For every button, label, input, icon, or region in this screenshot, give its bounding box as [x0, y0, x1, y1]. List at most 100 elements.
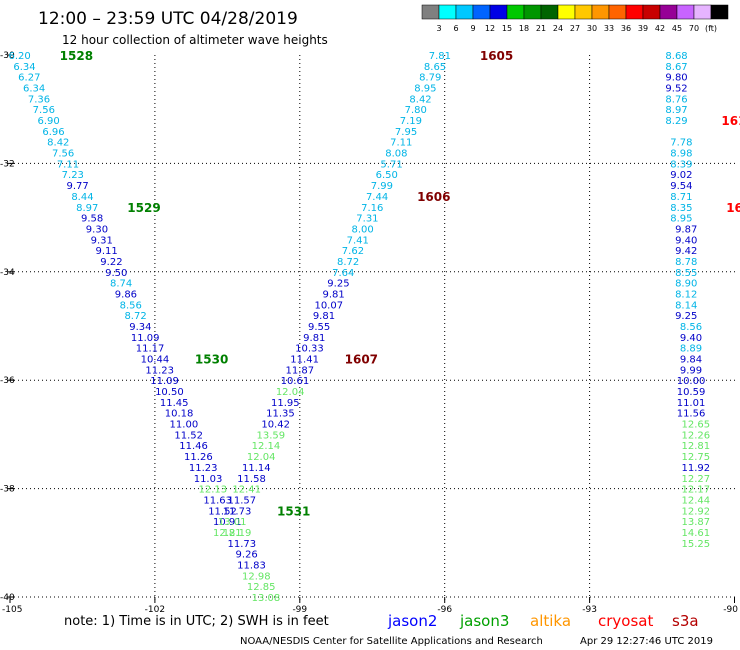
swh-value-label: 8.90 — [675, 279, 697, 290]
y-tick-label: -40 — [0, 593, 15, 603]
y-tick-label: -34 — [0, 268, 15, 278]
swh-value-label: 11.03 — [194, 474, 223, 485]
swh-value-label: 8.72 — [337, 257, 359, 268]
swh-value-label: 10.07 — [314, 300, 343, 311]
swh-value-label: 8.12 — [675, 289, 697, 300]
swh-value-label: 9.77 — [66, 181, 88, 192]
legend-jason3: jason3 — [459, 612, 509, 630]
swh-value-label: 9.25 — [675, 311, 697, 322]
swh-value-label: 8.97 — [665, 105, 687, 116]
swh-value-label: 12.65 — [682, 420, 711, 431]
swh-value-label: 11.35 — [266, 409, 295, 420]
pass-time-label: 1530 — [195, 353, 228, 367]
swh-value-label: 6.34 — [13, 62, 35, 73]
swh-value-label: 9.40 — [675, 235, 697, 246]
swh-value-label: 8.08 — [385, 149, 407, 160]
pass-time-label: 1615 — [726, 201, 740, 215]
swh-value-label: 8.35 — [670, 203, 692, 214]
swh-value-label: 11.56 — [677, 409, 706, 420]
footer-note: note: 1) Time is in UTC; 2) SWH is in fe… — [64, 614, 329, 629]
swh-value-label: 7.36 — [28, 94, 50, 105]
swh-value-label: 12.27 — [682, 474, 711, 485]
swh-value-label: 11.46 — [179, 441, 208, 452]
swh-value-label: 15.25 — [682, 539, 711, 550]
swh-value-label: 11.52 — [208, 506, 237, 517]
y-tick-label: -36 — [0, 376, 15, 386]
swh-value-label: 8.68 — [665, 51, 687, 62]
legend-s3a: s3a — [672, 612, 699, 630]
swh-value-label: 6.27 — [18, 73, 40, 84]
pass-time-label: 1615 — [721, 114, 740, 128]
swh-value-label: 12.44 — [682, 495, 711, 506]
swh-value-label: 9.50 — [105, 268, 127, 279]
swh-value-label: 8.42 — [409, 94, 431, 105]
swh-value-label: 7.62 — [342, 246, 364, 257]
swh-value-label: 9.26 — [236, 550, 258, 561]
swh-value-label: 6.50 — [376, 170, 398, 181]
swh-value-label: 8.65 — [424, 62, 446, 73]
swh-value-label: 11.52 — [174, 430, 203, 441]
swh-value-label: 6.90 — [38, 116, 60, 127]
swh-value-label: 12.81 — [682, 441, 711, 452]
scale-swatch — [625, 4, 644, 20]
swh-value-label: 7.80 — [405, 105, 427, 116]
swh-value-label: 11.58 — [237, 474, 266, 485]
swh-value-label: 9.25 — [327, 279, 349, 290]
swh-value-label: 7.78 — [670, 138, 692, 149]
swh-value-label: 8.89 — [680, 344, 702, 355]
swh-value-label: 8.95 — [670, 214, 692, 225]
swh-value-label: 13.08 — [252, 593, 281, 604]
scale-swatch — [574, 4, 593, 20]
pass-time-label: 1606 — [417, 190, 450, 204]
scale-swatch — [642, 4, 661, 20]
swh-value-label: 9.31 — [91, 235, 113, 246]
swh-value-label: 8.79 — [419, 73, 441, 84]
page-title: 12:00 – 23:59 UTC 04/28/2019 — [38, 9, 298, 29]
swh-value-label: 7.81 — [429, 51, 451, 62]
scale-swatch — [438, 4, 457, 20]
swh-value-label: 8.29 — [665, 116, 687, 127]
swh-value-label: 10.59 — [677, 387, 706, 398]
swh-value-label: 11.23 — [189, 463, 218, 474]
swh-value-label: 8.56 — [680, 322, 702, 333]
scale-label: 18 — [519, 24, 529, 33]
swh-value-label: 7.11 — [57, 159, 79, 170]
scale-label: 70 — [689, 24, 699, 33]
swh-value-label: 11.23 — [145, 365, 174, 376]
pass-time-label: 1528 — [60, 49, 93, 63]
footer-timestamp: Apr 29 12:27:46 UTC 2019 — [580, 636, 713, 647]
swh-value-label: 9.81 — [322, 289, 344, 300]
swh-value-label: 9.81 — [303, 333, 325, 344]
swh-value-label: 11.45 — [160, 398, 189, 409]
swh-value-label: 9.87 — [675, 224, 697, 235]
scale-label: 33 — [604, 24, 614, 33]
swh-value-label: 11.63 — [203, 495, 232, 506]
x-tick-label: -93 — [582, 605, 597, 615]
swh-value-label: 7.56 — [52, 149, 74, 160]
scale-swatch — [489, 4, 508, 20]
swh-value-label: 9.40 — [680, 333, 702, 344]
footer-credit: NOAA/NESDIS Center for Satellite Applica… — [240, 636, 543, 647]
legend-jason2: jason2 — [387, 612, 437, 630]
swh-value-label: 8.39 — [670, 159, 692, 170]
y-tick-label: -30 — [0, 51, 15, 61]
swh-value-label: 9.02 — [670, 170, 692, 181]
scale-label: 3 — [436, 24, 441, 33]
swh-value-label: 12.17 — [682, 485, 711, 496]
swh-value-label: 10.61 — [281, 376, 310, 387]
swh-value-label: 8.44 — [71, 192, 93, 203]
swh-value-label: 6.34 — [23, 84, 45, 95]
swh-value-label: 12.26 — [682, 430, 711, 441]
swh-value-label: 7.16 — [361, 203, 383, 214]
swh-value-label: 12.75 — [682, 452, 711, 463]
swh-value-label: 9.80 — [665, 73, 687, 84]
swh-value-label: 13.87 — [682, 517, 711, 528]
scale-swatch — [506, 4, 525, 20]
swh-value-label: 9.86 — [115, 289, 137, 300]
swh-value-label: 11.95 — [271, 398, 300, 409]
legend-altika: altika — [530, 612, 571, 630]
scale-label: 9 — [470, 24, 475, 33]
swh-value-label: 8.74 — [110, 279, 132, 290]
swh-value-label: 12.98 — [242, 571, 271, 582]
swh-value-label: 11.73 — [223, 506, 252, 517]
